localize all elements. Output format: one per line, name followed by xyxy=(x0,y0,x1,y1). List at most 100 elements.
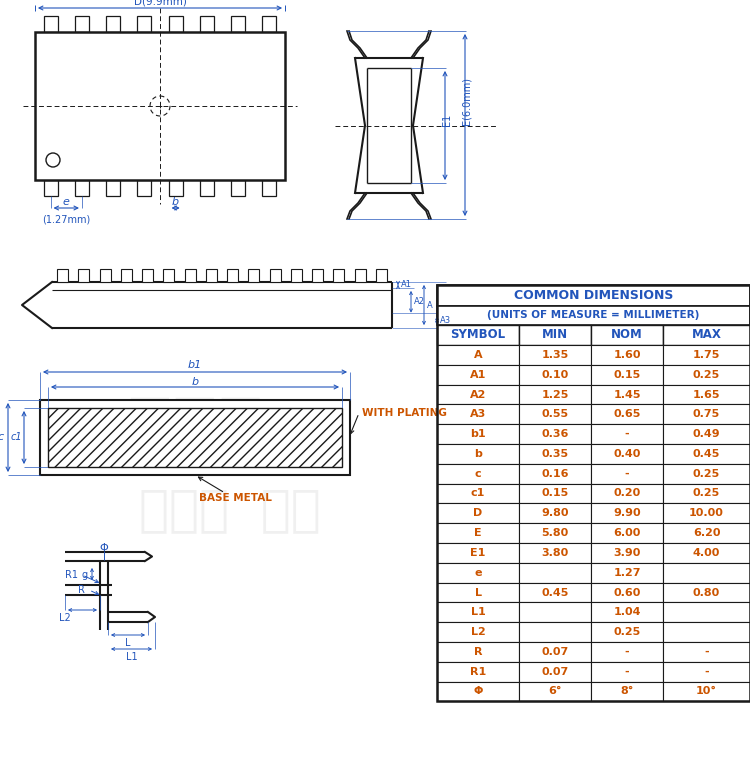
Text: R1: R1 xyxy=(470,666,486,676)
Bar xyxy=(437,404,519,424)
Text: A: A xyxy=(427,300,433,310)
Text: 8°: 8° xyxy=(620,687,634,697)
Bar xyxy=(48,408,342,467)
Text: A3: A3 xyxy=(440,316,452,325)
Text: L2: L2 xyxy=(58,613,70,623)
Bar xyxy=(663,543,750,563)
Bar xyxy=(591,642,663,662)
Bar xyxy=(519,444,591,464)
Bar xyxy=(663,602,750,622)
Bar xyxy=(519,523,591,543)
Text: 0.25: 0.25 xyxy=(614,627,640,637)
Bar xyxy=(591,583,663,602)
Text: -: - xyxy=(625,666,629,676)
Text: WITH PLATING: WITH PLATING xyxy=(362,408,447,418)
Bar xyxy=(437,345,519,365)
Bar xyxy=(591,563,663,583)
Bar xyxy=(519,662,591,682)
Bar xyxy=(35,32,285,180)
Text: -: - xyxy=(704,666,709,676)
Text: c: c xyxy=(475,469,482,478)
Bar xyxy=(437,424,519,444)
Bar xyxy=(591,523,663,543)
Text: MIN: MIN xyxy=(542,328,568,341)
Text: b: b xyxy=(172,197,179,207)
Text: L1: L1 xyxy=(126,652,137,662)
Bar xyxy=(248,269,259,282)
Text: 0.55: 0.55 xyxy=(542,409,568,420)
Bar xyxy=(437,543,519,563)
Text: 0.25: 0.25 xyxy=(693,370,720,380)
Text: D(9.9mm): D(9.9mm) xyxy=(134,0,187,7)
Text: 1.25: 1.25 xyxy=(542,389,568,399)
Text: 10.00: 10.00 xyxy=(689,509,724,519)
Text: (UNITS OF MEASURE = MILLIMETER): (UNITS OF MEASURE = MILLIMETER) xyxy=(488,310,700,320)
Bar xyxy=(137,180,152,196)
Bar xyxy=(519,325,591,345)
Bar xyxy=(355,269,366,282)
Bar xyxy=(519,622,591,642)
Text: 6°: 6° xyxy=(548,687,562,697)
Bar xyxy=(591,385,663,404)
Text: c1: c1 xyxy=(10,433,22,443)
Bar xyxy=(437,444,519,464)
Bar xyxy=(591,662,663,682)
Bar xyxy=(437,365,519,385)
Text: 3.90: 3.90 xyxy=(614,548,640,558)
Text: 0.80: 0.80 xyxy=(693,587,720,598)
Text: 9.80: 9.80 xyxy=(542,509,568,519)
Text: 由迪和: 由迪和 xyxy=(126,393,264,467)
Text: 1.45: 1.45 xyxy=(614,389,640,399)
Bar xyxy=(437,503,519,523)
Text: e: e xyxy=(474,567,482,577)
Bar xyxy=(519,543,591,563)
Bar xyxy=(519,484,591,503)
Text: 1.60: 1.60 xyxy=(614,350,640,360)
Text: 质保证  实物: 质保证 实物 xyxy=(140,486,321,534)
Bar xyxy=(437,602,519,622)
Bar xyxy=(591,325,663,345)
Text: 0.36: 0.36 xyxy=(542,429,568,439)
Bar xyxy=(591,365,663,385)
Text: 0.45: 0.45 xyxy=(542,587,568,598)
Text: D: D xyxy=(473,509,483,519)
Bar xyxy=(663,523,750,543)
Bar xyxy=(40,400,350,475)
Text: 0.20: 0.20 xyxy=(614,488,640,498)
Bar xyxy=(663,484,750,503)
Bar xyxy=(663,424,750,444)
Bar xyxy=(57,269,68,282)
Text: 0.75: 0.75 xyxy=(693,409,720,420)
Bar xyxy=(663,325,750,345)
Text: 0.07: 0.07 xyxy=(542,647,568,657)
Text: b: b xyxy=(474,449,482,459)
Text: -: - xyxy=(625,469,629,478)
Text: Φ: Φ xyxy=(100,543,108,553)
Text: e: e xyxy=(63,197,70,207)
Text: E1: E1 xyxy=(470,548,486,558)
Text: E(6.0mm): E(6.0mm) xyxy=(462,77,472,125)
Bar xyxy=(663,682,750,701)
Bar xyxy=(200,180,214,196)
Bar xyxy=(519,583,591,602)
Bar xyxy=(270,269,280,282)
Bar xyxy=(591,484,663,503)
Bar xyxy=(121,269,132,282)
Text: 1.27: 1.27 xyxy=(614,567,640,577)
Text: L: L xyxy=(475,587,482,598)
Bar xyxy=(663,622,750,642)
Bar xyxy=(291,269,302,282)
Text: 10°: 10° xyxy=(696,687,717,697)
Bar xyxy=(333,269,344,282)
Text: -: - xyxy=(625,647,629,657)
Bar xyxy=(437,306,750,325)
Bar xyxy=(184,269,196,282)
Text: A3: A3 xyxy=(470,409,486,420)
Bar xyxy=(663,345,750,365)
Bar xyxy=(519,424,591,444)
Bar xyxy=(376,269,387,282)
Bar xyxy=(591,622,663,642)
Bar xyxy=(519,503,591,523)
Text: 3.80: 3.80 xyxy=(542,548,568,558)
Text: 0.25: 0.25 xyxy=(693,469,720,478)
